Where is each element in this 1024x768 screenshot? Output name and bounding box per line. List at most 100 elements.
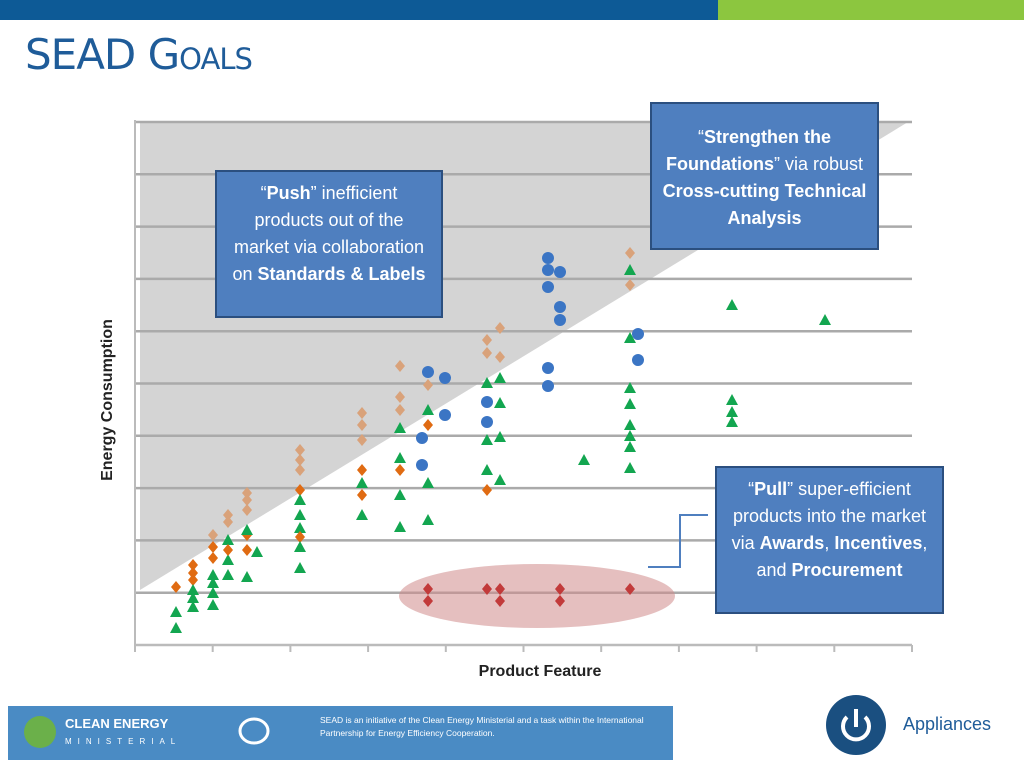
marker-diamond bbox=[625, 583, 635, 595]
marker-diamond bbox=[208, 541, 218, 553]
callout-push: “Push” inefficient products out of the m… bbox=[215, 170, 443, 318]
marker-diamond bbox=[423, 595, 433, 607]
callout-pull: “Pull” super-efficient products into the… bbox=[715, 466, 944, 614]
marker-triangle bbox=[207, 569, 219, 580]
callout-strengthen: “Strengthen the Foundations” via robust … bbox=[650, 102, 879, 250]
footer-note: SEAD is an initiative of the Clean Energ… bbox=[320, 715, 644, 738]
marker-circle bbox=[632, 354, 644, 366]
marker-circle bbox=[439, 372, 451, 384]
logo-globe bbox=[24, 716, 56, 748]
marker-triangle bbox=[187, 592, 199, 603]
footer-note-box: SEAD is an initiative of the Clean Energ… bbox=[320, 715, 644, 738]
marker-triangle bbox=[624, 441, 636, 452]
callout-text: Cross-cutting Technical Analysis bbox=[662, 181, 867, 228]
marker-triangle bbox=[207, 587, 219, 598]
top-bar bbox=[0, 0, 718, 20]
marker-diamond bbox=[188, 559, 198, 571]
marker-diamond bbox=[495, 351, 505, 363]
marker-circle bbox=[422, 366, 434, 378]
marker-triangle bbox=[222, 554, 234, 565]
marker-diamond bbox=[295, 531, 305, 543]
marker-triangle bbox=[624, 462, 636, 473]
marker-diamond bbox=[423, 379, 433, 391]
logo-subtext: MINISTERIAL bbox=[65, 737, 181, 746]
marker-circle bbox=[542, 281, 554, 293]
callout-text: ” inefficient products out of the market… bbox=[232, 183, 425, 284]
callout-text: Procurement bbox=[791, 560, 903, 580]
marker-diamond bbox=[171, 581, 181, 593]
marker-diamond bbox=[295, 484, 305, 496]
marker-diamond bbox=[188, 567, 198, 579]
marker-triangle bbox=[187, 601, 199, 612]
marker-triangle bbox=[422, 477, 434, 488]
marker-triangle bbox=[207, 577, 219, 588]
pull-region bbox=[399, 564, 675, 628]
marker-diamond bbox=[423, 419, 433, 431]
marker-diamond bbox=[555, 583, 565, 595]
marker-triangle bbox=[481, 434, 493, 445]
callout-text: , bbox=[824, 533, 835, 553]
marker-diamond bbox=[482, 583, 492, 595]
marker-triangle bbox=[294, 562, 306, 573]
marker-triangle bbox=[481, 377, 493, 388]
marker-triangle bbox=[222, 534, 234, 545]
marker-diamond bbox=[555, 595, 565, 607]
marker-triangle bbox=[624, 264, 636, 275]
marker-triangle bbox=[819, 314, 831, 325]
marker-diamond bbox=[495, 322, 505, 334]
marker-diamond bbox=[357, 434, 367, 446]
marker-triangle bbox=[494, 431, 506, 442]
marker-triangle bbox=[726, 416, 738, 427]
marker-triangle bbox=[241, 524, 253, 535]
marker-diamond bbox=[208, 552, 218, 564]
marker-triangle bbox=[394, 489, 406, 500]
marker-circle bbox=[542, 252, 554, 264]
callout-text: ” via robust bbox=[773, 154, 864, 174]
marker-triangle bbox=[222, 569, 234, 580]
marker-triangle bbox=[356, 477, 368, 488]
marker-diamond bbox=[295, 444, 305, 456]
callout-text: , and bbox=[756, 533, 928, 580]
marker-triangle bbox=[241, 571, 253, 582]
marker-diamond bbox=[395, 391, 405, 403]
x-axis-label: Product Feature bbox=[479, 663, 602, 680]
marker-circle bbox=[481, 396, 493, 408]
marker-triangle bbox=[726, 394, 738, 405]
marker-diamond bbox=[625, 279, 635, 291]
marker-triangle bbox=[356, 509, 368, 520]
marker-triangle bbox=[170, 606, 182, 617]
marker-diamond bbox=[482, 484, 492, 496]
marker-triangle bbox=[481, 464, 493, 475]
marker-triangle bbox=[578, 454, 590, 465]
callout-text: Incentives bbox=[834, 533, 923, 553]
marker-diamond bbox=[395, 360, 405, 372]
y-axis-label: Energy Consumption bbox=[99, 319, 116, 481]
marker-circle bbox=[542, 264, 554, 276]
marker-triangle bbox=[422, 404, 434, 415]
marker-triangle bbox=[251, 546, 263, 557]
callout-text: ” super-efficient products into the mark… bbox=[731, 479, 927, 553]
marker-triangle bbox=[294, 541, 306, 552]
marker-triangle bbox=[624, 398, 636, 409]
marker-triangle bbox=[187, 584, 199, 595]
marker-circle bbox=[554, 301, 566, 313]
marker-triangle bbox=[726, 406, 738, 417]
marker-triangle bbox=[624, 382, 636, 393]
callout-text: “ bbox=[697, 127, 704, 147]
marker-triangle bbox=[494, 372, 506, 383]
marker-triangle bbox=[494, 474, 506, 485]
ipeec-logo bbox=[238, 717, 270, 745]
power-symbol bbox=[841, 715, 871, 742]
marker-diamond bbox=[295, 464, 305, 476]
callout-text: Awards bbox=[759, 533, 825, 553]
marker-circle bbox=[439, 409, 451, 421]
marker-triangle bbox=[170, 622, 182, 633]
marker-triangle bbox=[726, 299, 738, 310]
marker-triangle bbox=[494, 397, 506, 408]
callout-text: Standards & Labels bbox=[257, 264, 426, 284]
marker-circle bbox=[542, 362, 554, 374]
marker-triangle bbox=[624, 419, 636, 430]
marker-diamond bbox=[223, 509, 233, 521]
marker-diamond bbox=[395, 464, 405, 476]
callout-text: “ bbox=[260, 183, 267, 203]
